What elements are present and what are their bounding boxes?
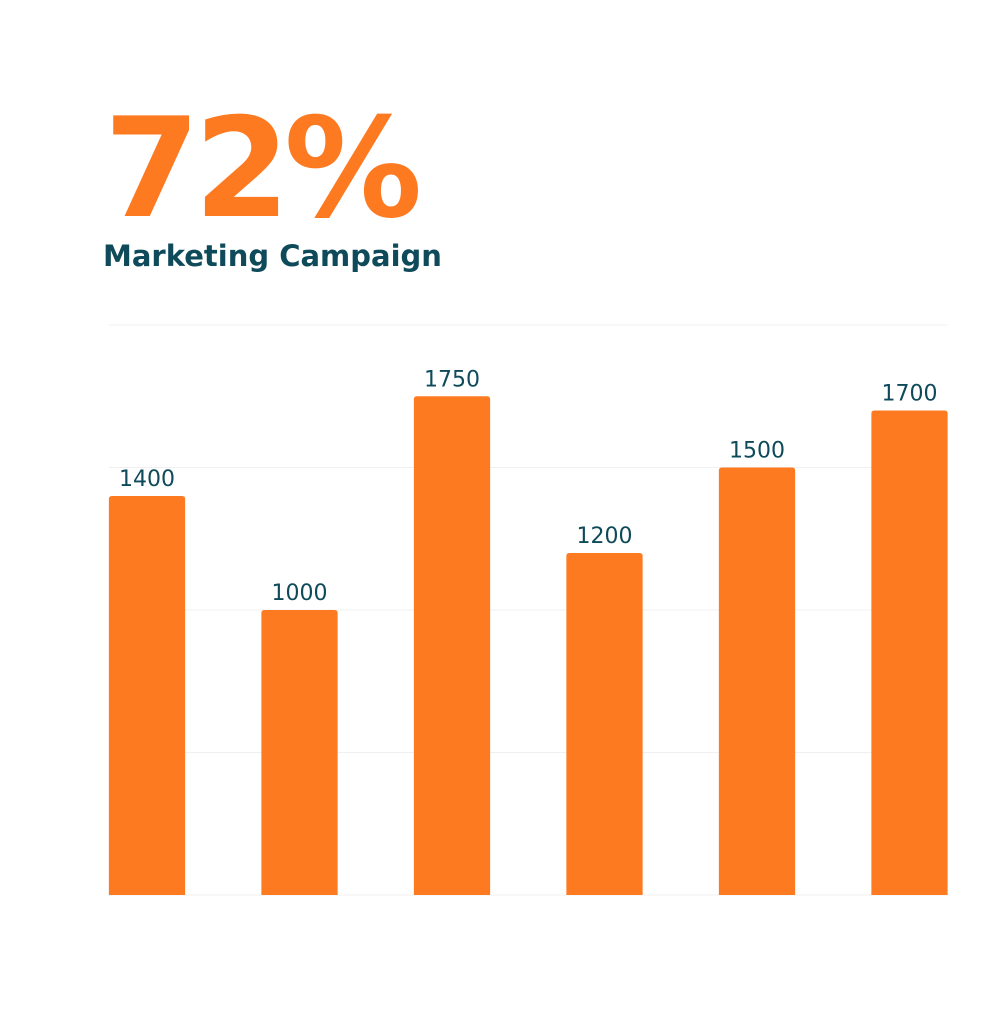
bar [871, 410, 948, 895]
bar [261, 610, 338, 895]
value-label: 1700 [882, 382, 938, 407]
value-label: 1200 [577, 524, 633, 549]
bar [718, 467, 796, 895]
subtitle: Marketing Campaign [103, 239, 442, 273]
value-label: 1750 [424, 367, 480, 392]
bar [566, 553, 643, 895]
bar [413, 396, 491, 895]
bar [108, 496, 186, 895]
value-label: 1400 [119, 467, 175, 492]
value-label: 1500 [729, 439, 785, 464]
value-label: 1000 [272, 581, 328, 606]
headline: 72% [104, 88, 418, 249]
